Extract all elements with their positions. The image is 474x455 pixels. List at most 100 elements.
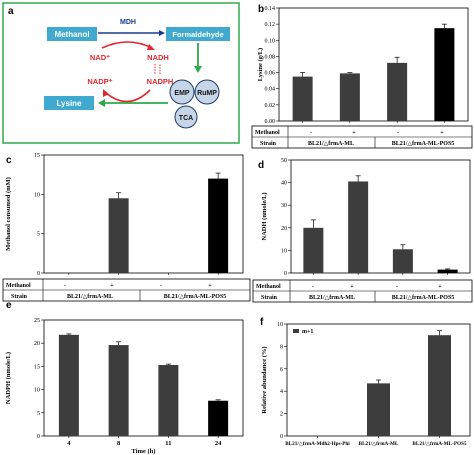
chart-e-xtick-label: 24 <box>215 440 222 447</box>
chart-d-bar <box>303 227 324 273</box>
chart-e-bar <box>108 345 129 436</box>
table-c-m3: - <box>160 283 162 289</box>
emp-label: EMP <box>174 90 190 97</box>
chart-e-ytick-label: 20 <box>34 341 40 347</box>
mdh-label: MDH <box>120 19 136 26</box>
chart-f: 0 2 4 6 8 10 Relative abundance (%) BL21/△frmA-… <box>261 322 471 447</box>
chart-d-ytick-label: 20 <box>281 226 287 232</box>
table-b: Methanol Strain - + - + BL21/△frmA-ML BL… <box>251 125 473 149</box>
chart-f-xtick-label: BL21/△frmA-Mdh2-Hps-Phi <box>285 441 350 447</box>
table-d-m4: + <box>438 284 442 290</box>
chart-b-frame <box>278 7 469 122</box>
table-d-m1: - <box>312 284 314 290</box>
chart-c-ytick-label: 10 <box>34 192 40 198</box>
table-c-strain1: BL21/△frmA-ML <box>67 294 113 300</box>
chart-b-ylabel: Lysine (g/L) <box>257 48 264 81</box>
nadh-label: NADH <box>147 53 169 62</box>
lysine-box <box>44 96 94 110</box>
chart-c-ytick-label: 0 <box>37 271 40 277</box>
table-d-m2: + <box>350 284 354 290</box>
panel-e-letter: e <box>6 300 12 311</box>
table-d-strain1: BL21/△frmA-ML <box>309 295 355 301</box>
chart-d-bar <box>392 249 413 273</box>
chart-e-ytick-label: 10 <box>34 388 40 394</box>
chart-d-frame <box>290 159 471 274</box>
panel-a-border <box>2 2 240 144</box>
chart-d-bar <box>348 181 369 273</box>
chart-c-frame <box>43 154 244 274</box>
table-b-m1: - <box>310 130 312 136</box>
chart-c-bar <box>208 178 229 273</box>
chart-e: 0 5 10 15 20 25 NADPH (nmole/L) 4 8 11 24 Time (h) <box>5 318 244 455</box>
table-c-m2: + <box>110 283 114 289</box>
chart-b-bar <box>292 76 313 121</box>
nad-curve <box>101 41 153 49</box>
chart-e-xtick-label: 8 <box>117 440 121 447</box>
green-down-arrow-head <box>194 66 202 73</box>
table-d-methanol-header: Methanol <box>256 284 281 290</box>
chart-b-ytick-label: 0.04 <box>265 87 276 93</box>
chart-e-ytick-label: 25 <box>34 318 40 324</box>
chart-b-bar <box>434 28 455 121</box>
tca-node <box>174 105 198 129</box>
chart-f-xtick-label: BL21/△frmA-ML-POS5 <box>412 441 467 447</box>
chart-f-ytick-label: 4 <box>280 389 283 395</box>
chart-d-ytick-label: 30 <box>281 203 287 209</box>
formaldehyde-label: Formaldehyde <box>172 30 223 39</box>
chart-e-xlabel: Time (h) <box>132 448 156 455</box>
chart-e-ylabel: NADPH (nmole/L) <box>5 352 12 404</box>
table-c-m4: + <box>208 283 212 289</box>
table-b-strain1: BL21/△frmA-ML <box>308 141 354 147</box>
chart-e-frame <box>43 319 244 437</box>
chart-b-ytick-label: 0.00 <box>265 119 276 125</box>
chart-f-ytick-label: 6 <box>280 367 283 373</box>
tca-label: TCA <box>179 115 193 122</box>
panel-f-letter: f <box>260 317 264 328</box>
table-d-m3: - <box>396 284 398 290</box>
methanol-box <box>47 27 97 41</box>
chart-d-ytick-label: 0 <box>284 271 287 277</box>
chart-b-bar <box>339 73 360 121</box>
chart-b-bar <box>387 62 408 121</box>
panel-b-letter: b <box>258 4 264 15</box>
chart-f-xtick-label: BL21/△frmA-ML <box>359 441 399 447</box>
table-d-strain-header: Strain <box>261 295 278 301</box>
chart-d-ytick-label: 40 <box>281 181 287 187</box>
chart-b-ytick-label: 0.12 <box>265 22 276 28</box>
table-b-m3: - <box>397 130 399 136</box>
green-left-arrow-head <box>98 99 105 107</box>
table-c-strain-header: Strain <box>11 294 28 300</box>
nadph-curve-head <box>103 89 109 97</box>
charts: 0.00 0.02 0.04 0.06 0.08 0.10 0.12 0.14 Lysine (… <box>5 6 471 455</box>
chart-f-bar <box>367 383 390 436</box>
chart-f-legend-swatch <box>293 329 299 333</box>
chart-c: 0 5 10 15 Methanol consumed (mM) <box>5 153 244 277</box>
table-c-strain2: BL21/△frmA-ML-POS5 <box>164 294 227 300</box>
table-d-strain2: BL21/△frmA-ML-POS5 <box>392 295 455 301</box>
chart-d-ylabel: NADH (nmole/L) <box>261 192 268 240</box>
chart-e-ytick-label: 15 <box>34 364 40 370</box>
chart-b-ytick-label: 0.14 <box>265 6 276 12</box>
lysine-label: Lysine <box>56 99 82 108</box>
table-c-methanol-header: Methanol <box>6 283 31 289</box>
formaldehyde-box <box>166 27 230 41</box>
table-b-m2: + <box>352 130 356 136</box>
methanol-label: Methanol <box>54 30 89 39</box>
chart-d-ytick-label: 50 <box>281 158 287 164</box>
chart-b: 0.00 0.02 0.04 0.06 0.08 0.10 0.12 0.14 Lysine (… <box>257 6 469 125</box>
chart-e-xtick-label: 11 <box>165 440 171 447</box>
chart-f-bar <box>428 335 451 436</box>
chart-f-ytick-label: 10 <box>277 322 283 328</box>
chart-c-ylabel: Methanol consumed (mM) <box>5 177 12 251</box>
table-c-m1: - <box>64 283 66 289</box>
panel-a: a Methanol Formaldehyde MDH NAD⁺ NADH NA… <box>2 2 240 144</box>
chart-e-xtick-label: 4 <box>67 440 71 447</box>
panel-c-letter: c <box>6 155 12 166</box>
rump-node <box>194 79 220 105</box>
chart-c-ytick-label: 15 <box>34 153 40 159</box>
emp-node <box>169 79 195 105</box>
panel-a-letter: a <box>8 6 14 17</box>
chart-f-ytick-label: 8 <box>280 344 283 350</box>
chart-d: 0 10 20 30 40 50 NADH (nmole/L) <box>261 158 471 277</box>
